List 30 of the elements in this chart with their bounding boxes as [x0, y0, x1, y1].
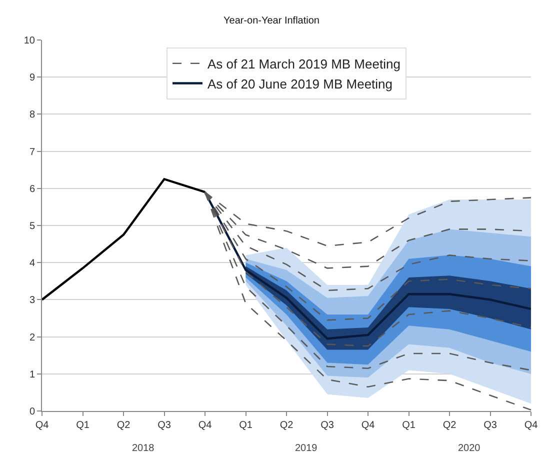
x-tick-label: Q1 — [239, 420, 253, 431]
text: 2018 — [132, 443, 155, 454]
y-tick-label: 6 — [29, 184, 36, 195]
legend-label: As of 20 June 2019 MB Meeting — [208, 76, 393, 92]
x-tick-label: Q4 — [35, 420, 50, 431]
y-tick-label: 1 — [29, 369, 36, 380]
y-tick-label: 2 — [29, 332, 36, 344]
y-tick-label: 4 — [29, 258, 36, 270]
x-tick-label: Q1 — [402, 420, 416, 431]
x-tick-label: Q2 — [116, 420, 131, 431]
x-tick-label: Q2 — [442, 420, 457, 431]
x-tick-label: Q1 — [76, 420, 90, 431]
x-tick-label: Q4 — [524, 420, 538, 431]
y-tick-label: 0 — [29, 406, 36, 418]
x-tick-label: Q3 — [484, 420, 498, 431]
x-tick-label: Q3 — [320, 420, 334, 431]
x-tick-label: Q3 — [158, 420, 172, 431]
y-tick-label: 5 — [29, 221, 36, 232]
text: 2020 — [458, 443, 481, 454]
y-tick-label: 8 — [29, 110, 36, 121]
x-tick-label: Q4 — [361, 420, 376, 431]
y-tick-label: 9 — [29, 72, 36, 84]
chart-title: Year-on-Year Inflation — [224, 16, 320, 27]
y-tick-label: 3 — [29, 295, 36, 306]
y-tick-label: 7 — [29, 146, 36, 158]
x-tick-label: Q2 — [280, 420, 294, 431]
legend-label: As of 21 March 2019 MB Meeting — [208, 56, 400, 72]
y-tick-label: 10 — [24, 36, 36, 46]
text: 2019 — [295, 443, 318, 454]
x-tick-label: Q4 — [198, 420, 212, 431]
